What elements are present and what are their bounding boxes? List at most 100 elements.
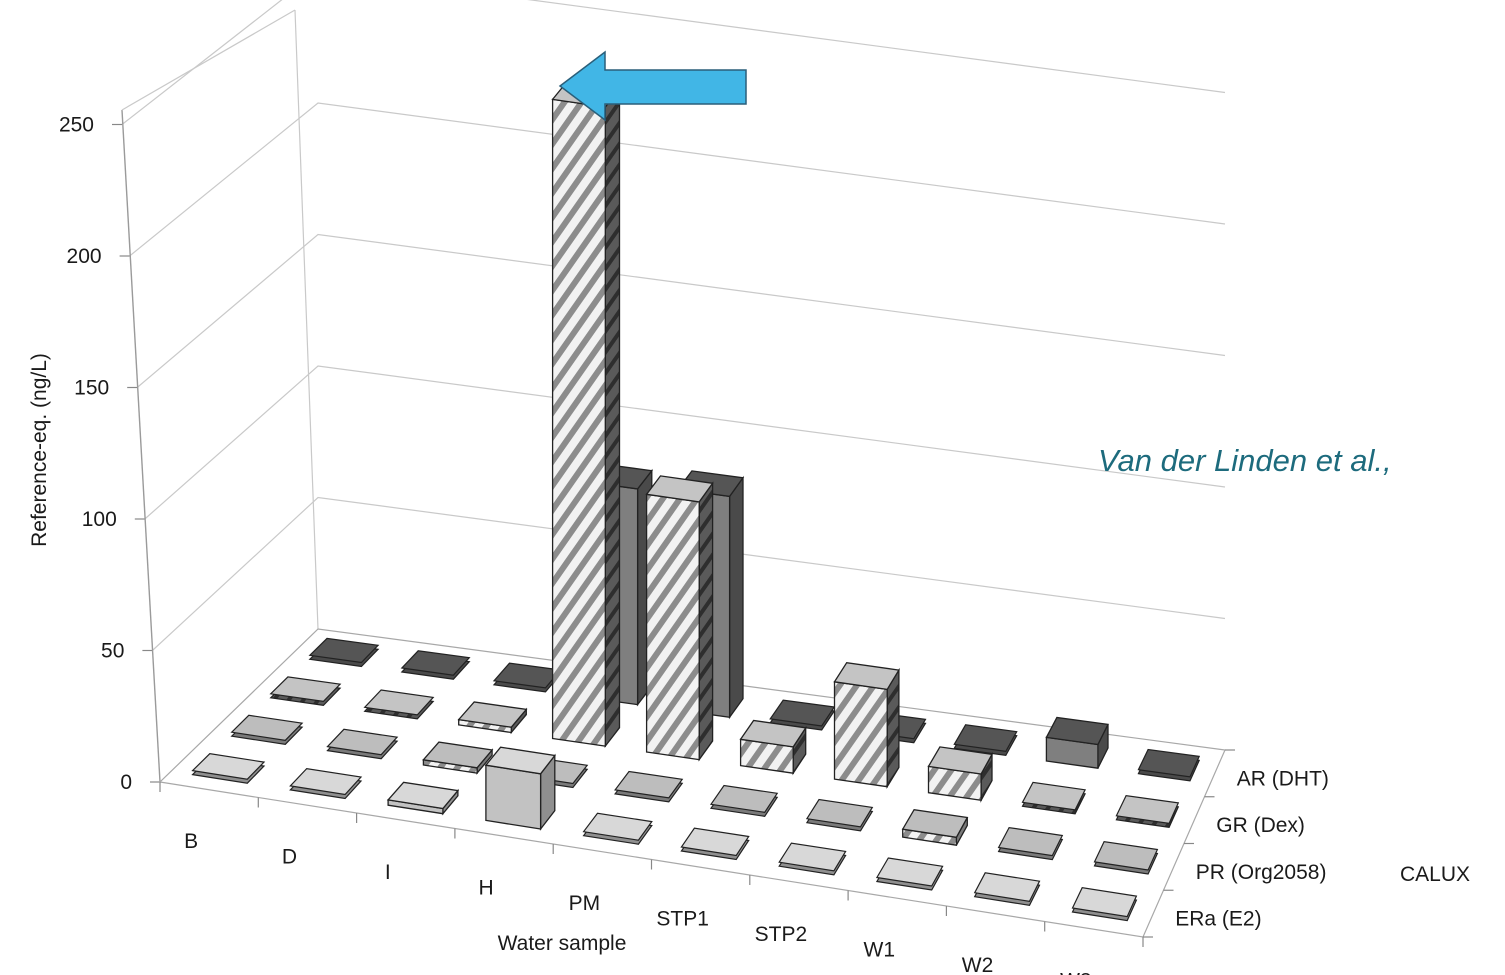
bar-top bbox=[400, 650, 471, 676]
z-tick-label: PR (Org2058) bbox=[1196, 861, 1327, 884]
y-tick-label: 150 bbox=[74, 377, 109, 400]
bar-top bbox=[973, 872, 1041, 902]
bar-side bbox=[604, 86, 621, 748]
bar-top bbox=[484, 746, 556, 775]
floor-layer bbox=[158, 628, 1235, 947]
bar-top bbox=[709, 784, 779, 813]
bar bbox=[645, 475, 714, 762]
bar bbox=[191, 753, 266, 784]
bars-layer bbox=[191, 80, 1201, 922]
y-axis-title: Reference-eq. (ng/L) bbox=[28, 353, 51, 547]
y-axis-line bbox=[121, 109, 161, 783]
bar-top bbox=[191, 753, 266, 780]
bar bbox=[778, 842, 847, 876]
x-tick-label: H bbox=[478, 876, 493, 899]
bar bbox=[805, 798, 874, 832]
bar bbox=[230, 714, 304, 745]
z-tick-label: ERa (E2) bbox=[1175, 908, 1261, 931]
bar-top bbox=[805, 798, 874, 828]
bar bbox=[457, 701, 528, 735]
gridline bbox=[129, 102, 1226, 257]
bar-top bbox=[363, 689, 435, 716]
y-tick-label: 250 bbox=[59, 114, 94, 137]
bar bbox=[289, 767, 363, 800]
bar bbox=[1115, 794, 1180, 829]
bar bbox=[484, 746, 556, 831]
bar-top bbox=[1093, 840, 1159, 871]
bar-top bbox=[680, 827, 750, 857]
bar bbox=[386, 781, 460, 816]
z-tick-label: AR (DHT) bbox=[1237, 767, 1329, 790]
bar bbox=[927, 746, 994, 803]
bar-top bbox=[833, 661, 900, 691]
bar bbox=[709, 784, 779, 817]
gridline bbox=[136, 233, 1226, 388]
bar-top bbox=[1115, 794, 1180, 825]
bar-top bbox=[269, 676, 342, 703]
bar bbox=[1093, 840, 1159, 875]
y-tick-label: 50 bbox=[101, 640, 124, 663]
bar bbox=[1071, 887, 1138, 922]
x-tick-label: W2 bbox=[962, 954, 994, 975]
bar-top bbox=[778, 842, 847, 872]
bar-top bbox=[1021, 781, 1087, 811]
bar-top bbox=[422, 741, 494, 769]
bar-top bbox=[645, 475, 714, 503]
bar-front bbox=[485, 764, 542, 830]
x-axis-title: Water sample bbox=[498, 932, 627, 955]
top-edge-line bbox=[121, 9, 296, 111]
bar-front bbox=[645, 493, 700, 761]
gridline bbox=[144, 365, 1226, 520]
bar bbox=[582, 812, 653, 845]
bar-side bbox=[698, 481, 714, 762]
bar-top bbox=[875, 857, 944, 887]
y-tick-label: 0 bbox=[120, 771, 132, 794]
y-tick-label: 200 bbox=[67, 245, 102, 268]
bar-front bbox=[551, 98, 606, 747]
bar-top bbox=[289, 767, 363, 796]
bar bbox=[901, 808, 969, 846]
bar-top bbox=[457, 701, 528, 728]
x-tick-label: W3 bbox=[1060, 969, 1092, 975]
bar-top bbox=[582, 812, 653, 841]
labels-layer: 0 50 100 150 200 250 B D I H PM STP1 STP2 W1 W2 W3 ERa (… bbox=[59, 114, 1329, 975]
gridline bbox=[121, 0, 1226, 125]
bar-side bbox=[728, 475, 744, 720]
bar-top bbox=[386, 781, 460, 810]
x-tick-label: B bbox=[184, 830, 198, 853]
x-tick-label: I bbox=[385, 861, 391, 884]
bar bbox=[833, 661, 900, 790]
bar bbox=[400, 650, 471, 680]
bar-top bbox=[1045, 716, 1109, 746]
bar-top bbox=[997, 826, 1064, 857]
bar-top bbox=[308, 637, 380, 664]
bar bbox=[326, 728, 399, 760]
bar-top bbox=[614, 770, 684, 799]
grid-layer bbox=[112, 0, 1226, 783]
bar-top bbox=[230, 714, 304, 741]
y-tick-label: 100 bbox=[82, 508, 117, 531]
bar-top bbox=[1071, 887, 1138, 918]
bar bbox=[973, 872, 1041, 906]
back-corner-line bbox=[294, 9, 319, 630]
z-tick-label: GR (Dex) bbox=[1216, 814, 1305, 837]
bar bbox=[680, 827, 750, 861]
bar bbox=[308, 637, 380, 668]
x-tick-label: W1 bbox=[864, 938, 896, 961]
citation-text: Van der Linden et al., bbox=[1098, 443, 1392, 478]
z-axis-title: CALUX bbox=[1400, 863, 1470, 886]
bar bbox=[363, 689, 435, 720]
bar bbox=[1021, 781, 1087, 815]
gridline bbox=[151, 496, 1226, 651]
bar-front bbox=[833, 681, 888, 788]
x-tick-label: STP1 bbox=[656, 907, 709, 930]
bar-top bbox=[739, 719, 807, 748]
bar bbox=[614, 770, 684, 803]
bar bbox=[422, 741, 494, 775]
bar-top bbox=[953, 724, 1018, 753]
bar-top bbox=[1137, 748, 1201, 778]
bar bbox=[953, 724, 1018, 757]
bar bbox=[269, 676, 342, 707]
bar bbox=[875, 857, 944, 891]
